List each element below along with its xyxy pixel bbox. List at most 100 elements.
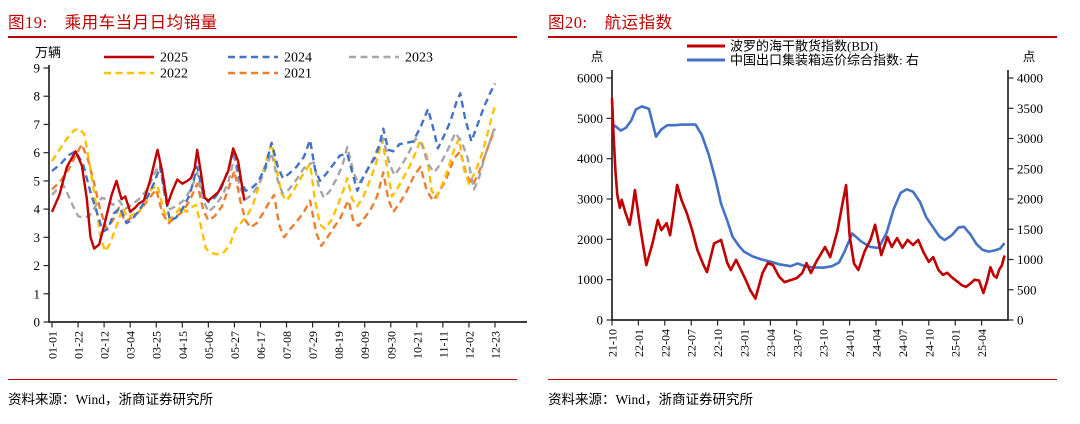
figure-19-title-divider	[8, 36, 517, 38]
tick-labels: 0 1 2 3 4 5 6 7 8 9 01-01 01-22 02-12 03-04 03-25 04-15…	[34, 61, 503, 360]
y-tick-label: 5	[34, 173, 41, 188]
x-tick-label: 24-01	[843, 329, 857, 357]
x-tick-label: 12-02	[462, 331, 476, 359]
legend-label-2023: 2023	[405, 51, 433, 66]
source-text: 资料来源：Wind，浙商证券研究所	[548, 392, 753, 407]
x-tick-label: 22-07	[685, 329, 699, 357]
series-2021-line	[51, 128, 497, 247]
x-tick-label: 06-17	[254, 331, 268, 359]
left-y-tick-label: 1000	[577, 272, 603, 287]
y-tick-label: 2	[34, 258, 41, 273]
x-tick-label: 22-01	[632, 329, 646, 357]
figure-19-number: 图19:	[8, 13, 48, 32]
left-y-tick-label: 3000	[577, 192, 603, 207]
right-y-tick-label: 1500	[1017, 222, 1043, 237]
figure-20-heading: 图20: 航运指数	[548, 9, 673, 33]
left-y-tick-label: 5000	[577, 111, 603, 126]
right-y-tick-label: 3000	[1017, 131, 1043, 146]
figure-20-panel: 图20: 航运指数 0 1000 2000 3000 4000 5000 6000 0 500 10…	[540, 0, 1080, 424]
x-tick-label: 07-29	[306, 331, 320, 359]
series-2022-line	[50, 105, 497, 256]
axes	[611, 70, 1009, 321]
x-tick-label: 09-09	[358, 331, 372, 359]
right-y-tick-label: 1000	[1017, 252, 1043, 267]
x-tick-label: 12-23	[489, 331, 503, 359]
legend: 2025 2024 2023 2022 2021	[104, 51, 433, 82]
x-tick-label: 01-01	[46, 331, 60, 359]
right-y-tick-label: 2000	[1017, 192, 1043, 207]
legend-label: 波罗的海干散货指数(BDI)	[730, 39, 878, 54]
x-tick-label: 07-08	[280, 331, 294, 359]
x-tick-label: 11-11	[436, 331, 450, 358]
right-y-tick-label: 4000	[1017, 71, 1043, 86]
x-tick-label: 25-04	[975, 329, 989, 357]
figure-20-number: 图20:	[548, 13, 588, 32]
tick-marks	[606, 77, 1014, 326]
source-text: 资料来源：Wind，浙商证券研究所	[8, 392, 213, 407]
figure-19-panel: 图19: 乘用车当月日均销量 0 1 2 3 4 5 6 7 8 9 01-01 01-22 02-12 0…	[8, 9, 527, 408]
x-tick-label: 24-07	[896, 329, 910, 357]
y-tick-label: 0	[34, 315, 41, 330]
x-tick-label: 22-10	[711, 329, 725, 357]
x-tick-label: 21-10	[606, 329, 620, 357]
x-tick-label: 10-21	[410, 331, 424, 359]
left-y-tick-label: 0	[597, 313, 604, 328]
series-lines	[50, 82, 497, 256]
x-tick-label: 23-07	[790, 329, 804, 357]
figure-19-heading: 图19: 乘用车当月日均销量	[8, 9, 218, 33]
right-y-axis-unit: 点	[1023, 50, 1036, 64]
figure-19-title-text: 乘用车当月日均销量	[64, 13, 218, 32]
x-tick-label: 23-04	[764, 329, 778, 357]
series-bdi-ccfi-line	[611, 105, 1006, 269]
legend-label-2025: 2025	[160, 51, 188, 66]
figure-19-source: 资料来源：Wind，浙商证券研究所	[8, 379, 517, 408]
y-tick-label: 6	[34, 145, 41, 160]
x-tick-label: 02-12	[98, 331, 112, 359]
y-tick-label: 8	[34, 89, 41, 104]
x-tick-label: 04-15	[176, 331, 190, 359]
figure-20-source: 资料来源：Wind，浙商证券研究所	[548, 379, 1057, 408]
x-tick-label: 05-27	[228, 331, 242, 359]
legend: 波罗的海干散货指数(BDI)中国出口集装箱运价综合指数: 右	[687, 39, 919, 68]
x-tick-label: 24-04	[870, 329, 884, 357]
left-y-tick-label: 4000	[577, 151, 603, 166]
series-bdi-ccfi-line	[610, 98, 1006, 300]
right-y-tick-label: 500	[1017, 282, 1037, 297]
x-tick-label: 24-10	[922, 329, 936, 357]
x-tick-label: 23-10	[817, 329, 831, 357]
legend-label-2022: 2022	[160, 67, 188, 82]
x-tick-label: 09-30	[384, 331, 398, 359]
legend-label-2021: 2021	[284, 67, 312, 82]
series-lines	[610, 98, 1006, 300]
series-2023-line	[51, 125, 497, 219]
legend-label-2024: 2024	[284, 51, 312, 66]
figure-20-title-divider	[548, 36, 1057, 38]
y-tick-label: 4	[34, 202, 41, 217]
x-tick-label: 03-25	[150, 331, 164, 359]
y-tick-label: 3	[34, 230, 41, 245]
right-y-tick-label: 0	[1017, 313, 1024, 328]
left-y-tick-label: 2000	[577, 232, 603, 247]
figure-20-title-text: 航运指数	[604, 13, 673, 32]
x-tick-label: 23-01	[738, 329, 752, 357]
series-2025-line	[50, 147, 246, 250]
left-y-tick-label: 6000	[577, 71, 603, 86]
figure-20-chart: 0 1000 2000 3000 4000 5000 6000 0 500 1000 1500 200…	[577, 39, 1043, 358]
x-tick-label: 22-04	[658, 329, 672, 357]
x-tick-label: 03-04	[124, 331, 138, 359]
right-y-tick-label: 2500	[1017, 161, 1043, 176]
y-axis-unit: 万辆	[35, 45, 61, 60]
right-y-tick-label: 3500	[1017, 101, 1043, 116]
figure-19-chart: 0 1 2 3 4 5 6 7 8 9 01-01 01-22 02-12 03-04 03-25 04-15…	[34, 45, 527, 360]
legend-label: 中国出口集装箱运价综合指数: 右	[730, 53, 919, 68]
left-y-axis-unit: 点	[591, 50, 604, 64]
x-tick-label: 05-06	[202, 331, 216, 359]
y-tick-label: 1	[34, 286, 41, 301]
y-tick-label: 9	[34, 61, 41, 76]
x-tick-label: 01-22	[72, 331, 86, 359]
x-tick-label: 08-19	[332, 331, 346, 359]
y-tick-label: 7	[34, 117, 41, 132]
x-tick-label: 25-01	[949, 329, 963, 357]
tick-marks	[43, 67, 496, 328]
